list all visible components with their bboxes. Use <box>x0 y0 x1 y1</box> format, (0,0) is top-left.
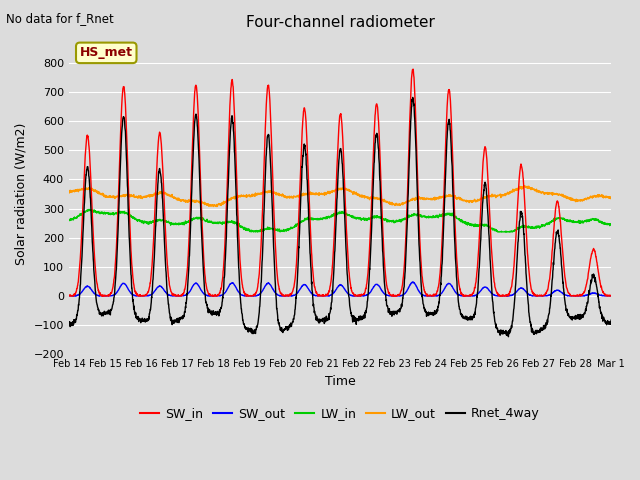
Legend: SW_in, SW_out, LW_in, LW_out, Rnet_4way: SW_in, SW_out, LW_in, LW_out, Rnet_4way <box>135 402 545 425</box>
Y-axis label: Solar radiation (W/m2): Solar radiation (W/m2) <box>15 123 28 265</box>
Text: HS_met: HS_met <box>80 47 132 60</box>
Title: Four-channel radiometer: Four-channel radiometer <box>246 15 435 30</box>
Text: No data for f_Rnet: No data for f_Rnet <box>6 12 114 25</box>
X-axis label: Time: Time <box>324 374 355 387</box>
